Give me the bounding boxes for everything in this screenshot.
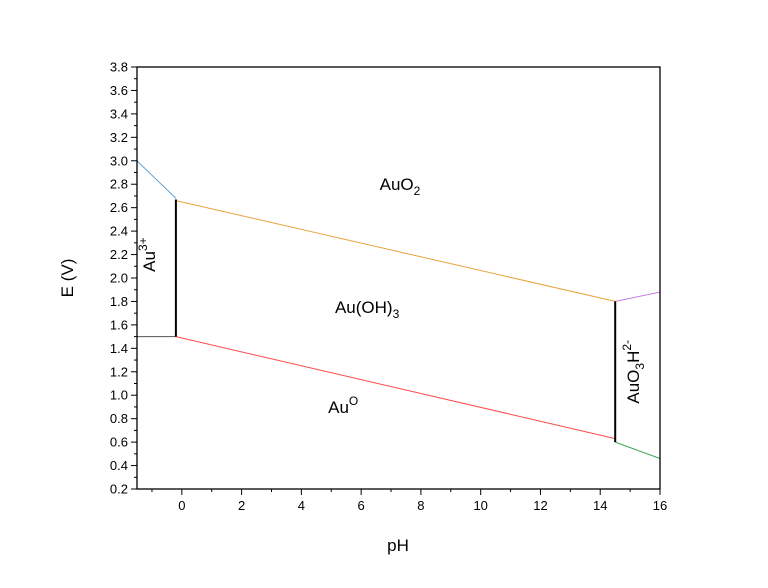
x-axis: 0 2 4 6 8 10 12 14 16 xyxy=(151,489,667,513)
y-axis: 0.2 0.4 0.6 0.8 1.0 1.2 1.4 1.6 1.8 2.0 2.2 2.4 2.6 2… xyxy=(110,60,137,497)
y-tick-label: 1.8 xyxy=(110,294,128,309)
plot-frame xyxy=(136,66,661,490)
boundary-line xyxy=(175,200,616,302)
region-label: AuO xyxy=(328,394,358,417)
y-tick-label: 1.6 xyxy=(110,317,128,332)
y-tick-label: 0.4 xyxy=(110,458,128,473)
x-tick-label: 10 xyxy=(473,498,487,513)
boundary-line xyxy=(615,291,661,302)
x-tick-label: 4 xyxy=(298,498,305,513)
y-tick-label: 0.2 xyxy=(110,482,128,497)
x-tick-label: 16 xyxy=(653,498,667,513)
y-tick-label: 1.0 xyxy=(110,388,128,403)
y-axis-title: E (V) xyxy=(58,259,77,298)
y-tick-label: 2.8 xyxy=(110,177,128,192)
y-tick-label: 2.0 xyxy=(110,271,128,286)
x-axis-title: pH xyxy=(387,536,409,555)
region-label: AuO2 xyxy=(380,175,421,198)
boundary-line xyxy=(615,441,661,459)
y-tick-label: 2.2 xyxy=(110,247,128,262)
boundary-line xyxy=(136,160,177,199)
x-tick-label: 6 xyxy=(358,498,365,513)
x-tick-label: 14 xyxy=(593,498,607,513)
x-tick-label: 8 xyxy=(417,498,424,513)
y-tick-label: 3.4 xyxy=(110,106,128,121)
phase-boundaries xyxy=(136,160,661,459)
y-tick-label: 1.2 xyxy=(110,364,128,379)
y-tick-label: 2.4 xyxy=(110,224,128,239)
y-tick-label: 1.4 xyxy=(110,341,128,356)
region-label: Au(OH)3 xyxy=(335,298,400,321)
y-tick-label: 3.8 xyxy=(110,60,128,75)
x-tick-label: 0 xyxy=(178,498,185,513)
region-label: Au3+ xyxy=(136,237,159,271)
x-tick-label: 12 xyxy=(533,498,547,513)
region-label: AuO3H2- xyxy=(620,340,647,404)
boundary-line xyxy=(175,336,616,440)
x-tick-label: 2 xyxy=(238,498,245,513)
y-tick-label: 3.6 xyxy=(110,83,128,98)
y-tick-label: 2.6 xyxy=(110,200,128,215)
y-tick-label: 3.2 xyxy=(110,130,128,145)
y-tick-label: 0.6 xyxy=(110,435,128,450)
y-tick-label: 3.0 xyxy=(110,153,128,168)
region-labels: AuO2 Au(OH)3 AuO Au3+ AuO3H2- xyxy=(136,175,647,417)
y-tick-label: 0.8 xyxy=(110,411,128,426)
